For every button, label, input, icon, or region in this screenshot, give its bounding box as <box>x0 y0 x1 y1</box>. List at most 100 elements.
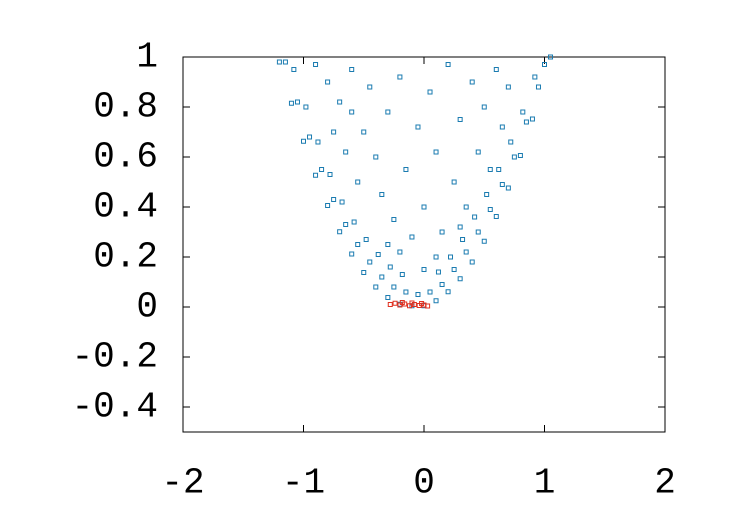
scatter-point <box>403 289 409 295</box>
scatter-point <box>343 222 349 227</box>
scatter-point <box>337 229 343 235</box>
scatter-point <box>523 119 529 125</box>
scatter-point <box>469 259 475 265</box>
scatter-point <box>451 179 457 185</box>
y-tick-label: 0.4 <box>93 187 158 228</box>
scatter-point <box>457 276 463 282</box>
y-tick-label: -0.2 <box>72 337 158 378</box>
scatter-point <box>445 289 451 295</box>
scatter-point <box>463 249 469 255</box>
scatter-point <box>385 109 391 115</box>
scatter-point <box>391 217 397 222</box>
scatter-point <box>463 204 469 210</box>
scatter-point <box>508 139 514 145</box>
scatter-point <box>439 282 445 287</box>
scatter-point <box>499 182 505 187</box>
scatter-point <box>367 259 373 265</box>
scatter-point <box>511 154 517 160</box>
scatter-point <box>409 234 415 240</box>
scatter-point <box>325 203 331 208</box>
scatter-point <box>445 62 451 67</box>
scatter-point <box>399 300 405 305</box>
scatter-point <box>361 270 367 275</box>
scatter-point <box>325 79 331 85</box>
y-tick-label: 0.6 <box>93 137 158 178</box>
scatter-point <box>276 59 282 65</box>
scatter-point <box>475 149 481 155</box>
scatter-point <box>535 84 541 90</box>
scatter-point <box>505 84 511 90</box>
scatter-point <box>379 274 385 280</box>
scatter-point <box>313 62 319 67</box>
scatter-point <box>385 242 391 247</box>
scatter-point <box>355 242 361 247</box>
scatter-point <box>419 301 425 306</box>
scatter-point <box>505 185 511 191</box>
scatter-point <box>548 54 554 60</box>
scatter-point <box>387 302 393 307</box>
scatter-point <box>439 229 445 235</box>
scatter-point <box>451 267 457 272</box>
scatter-point <box>427 289 433 295</box>
scatter-point <box>433 149 439 155</box>
y-tick-label: 0 <box>136 287 158 328</box>
scatter-point <box>294 99 300 105</box>
scatter-point <box>351 219 357 225</box>
scatter-point <box>457 117 463 122</box>
scatter-point <box>331 197 337 202</box>
scatter-point <box>355 179 361 185</box>
scatter-point <box>529 116 535 122</box>
scatter-point <box>397 249 403 255</box>
scatter-point <box>469 79 475 85</box>
scatter-point <box>373 284 379 290</box>
scatter-point <box>282 59 288 65</box>
x-tick-label: -1 <box>282 463 325 504</box>
scatter-point <box>496 167 502 172</box>
scatter-point <box>301 138 306 144</box>
scatter-point <box>532 74 538 80</box>
scatter-point <box>291 67 297 72</box>
scatter-point <box>349 251 355 257</box>
scatter-point <box>397 74 403 80</box>
scatter-point <box>421 267 427 272</box>
scatter-point <box>315 139 321 145</box>
scatter-point <box>391 284 397 290</box>
scatter-point <box>484 192 490 197</box>
scatter-point <box>433 298 439 304</box>
plot-frame <box>182 56 666 433</box>
x-tick-label: -2 <box>161 463 204 504</box>
y-tick-label: 0.2 <box>93 237 158 278</box>
x-tick-label: 2 <box>654 463 676 504</box>
scatter-point <box>373 154 379 160</box>
scatter-point <box>385 295 391 300</box>
scatter-point <box>421 204 427 210</box>
scatter-point <box>487 207 493 212</box>
scatter-point <box>520 109 526 115</box>
scatter-point <box>409 300 415 306</box>
scatter-point <box>433 254 439 260</box>
scatter-point <box>303 104 309 110</box>
scatter-point <box>475 229 481 235</box>
scatter-point <box>343 149 349 155</box>
scatter-point <box>327 172 333 177</box>
scatter-point <box>427 89 433 95</box>
scatter-point <box>448 254 454 260</box>
x-tick-label: 1 <box>534 463 556 504</box>
scatter-point <box>319 167 325 172</box>
scatter-point <box>367 84 373 90</box>
scatter-point <box>415 124 421 130</box>
scatter-point <box>472 214 478 220</box>
scatter-point <box>481 104 487 110</box>
scatter-point <box>481 238 487 244</box>
scatter-point <box>337 99 343 105</box>
scatter-point <box>339 199 345 205</box>
scatter-point <box>349 67 355 72</box>
scatter-point <box>517 153 523 158</box>
y-tick-label: 0.8 <box>93 87 158 128</box>
scatter-point <box>403 167 409 172</box>
scatter-point <box>349 109 355 115</box>
y-tick-label: 1 <box>136 37 158 78</box>
scatter-point <box>313 172 319 178</box>
y-tick-label: -0.4 <box>72 387 158 428</box>
scatter-point <box>331 129 337 135</box>
